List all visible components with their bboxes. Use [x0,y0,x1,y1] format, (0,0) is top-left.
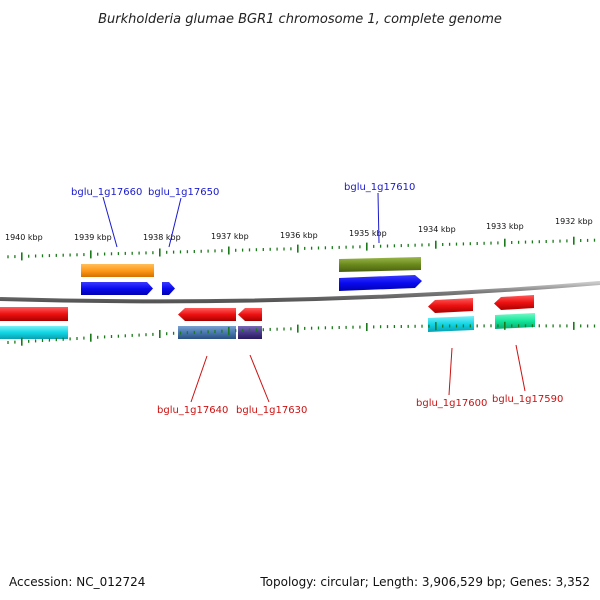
gene-label-text: bglu_1g17590 [492,394,563,405]
chromosome-backbone [0,281,600,304]
feature-cyan-17600[interactable] [428,316,474,332]
gene-label-text: bglu_1g17600 [416,398,487,409]
gene-bglu-1g17640[interactable] [178,308,236,321]
gene-label-bglu-1g17650[interactable]: bglu_1g17650 [148,187,219,248]
gene-bglu-1g17650[interactable] [162,282,175,295]
scale-label-1937: 1937 kbp [211,232,249,241]
gene-label-bglu-1g17600[interactable]: bglu_1g17600 [416,347,487,409]
inner-scale-ticks [7,321,596,346]
gene-label-bglu-1g17610[interactable]: bglu_1g17610 [344,182,415,244]
gene-bglu-1g17610[interactable] [339,275,422,291]
scale-label-1939: 1939 kbp [74,233,112,242]
reverse-track [0,295,535,339]
feature-orange-17660[interactable] [81,264,154,277]
feature-cyan-left[interactable] [0,326,68,339]
scale-labels: 1940 kbp 1939 kbp 1938 kbp 1937 kbp 1936… [5,217,593,242]
gene-bglu-1g17600[interactable] [428,298,473,313]
gene-label-bglu-1g17660[interactable]: bglu_1g17660 [71,187,142,248]
scale-label-1940: 1940 kbp [5,233,43,242]
feature-olive-17610[interactable] [339,257,421,272]
gene-label-text: bglu_1g17660 [71,187,142,198]
gene-label-text: bglu_1g17630 [236,405,307,416]
gene-bglu-1g17660[interactable] [81,282,153,295]
gene-label-bglu-1g17640[interactable]: bglu_1g17640 [157,355,228,416]
gene-label-text: bglu_1g17610 [344,182,415,193]
feature-green-17590[interactable] [495,313,535,329]
feature-purple-17630[interactable] [238,326,262,339]
gene-label-text: bglu_1g17650 [148,187,219,198]
scale-label-1932: 1932 kbp [555,217,593,226]
map-title: Burkholderia glumae BGR1 chromosome 1, c… [98,12,502,27]
scale-label-1935: 1935 kbp [349,229,387,238]
forward-track [81,257,422,295]
accession-label: Accession: NC_012724 [9,575,145,589]
feature-steel-17640[interactable] [178,326,236,339]
genome-summary: Topology: circular; Length: 3,906,529 bp… [259,575,590,589]
gene-label-bglu-1g17630[interactable]: bglu_1g17630 [236,354,307,416]
scale-label-1934: 1934 kbp [418,225,456,234]
gene-bglu-1g17590[interactable] [494,295,534,310]
gene-label-text: bglu_1g17640 [157,405,228,416]
outer-scale-ticks [7,236,596,261]
gene-bglu-1g17630[interactable] [238,308,262,321]
gene-reverse-left[interactable] [0,307,68,321]
scale-label-1933: 1933 kbp [486,222,524,231]
scale-label-1938: 1938 kbp [143,233,181,242]
scale-label-1936: 1936 kbp [280,231,318,240]
gene-label-bglu-1g17590[interactable]: bglu_1g17590 [492,344,563,405]
